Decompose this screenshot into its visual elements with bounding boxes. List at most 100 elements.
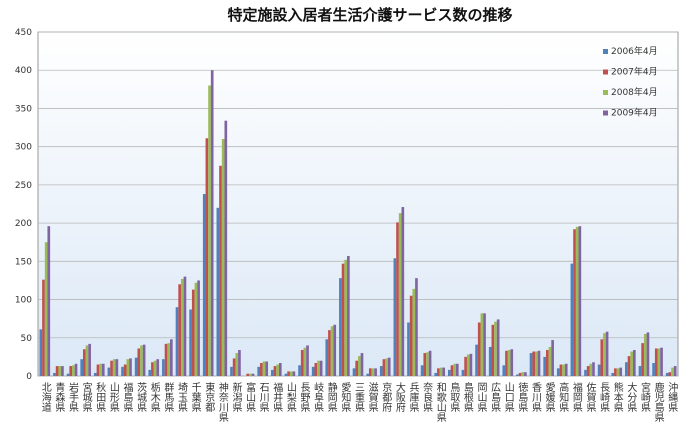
bar — [121, 366, 124, 376]
bar — [366, 373, 369, 376]
x-tick-label: 佐賀県 — [584, 382, 596, 413]
bar — [564, 363, 568, 376]
x-tick-label: 福井県 — [271, 381, 283, 413]
bar — [47, 226, 51, 376]
legend-label: 2008年4月 — [611, 86, 658, 98]
bar — [625, 362, 628, 376]
bar — [319, 360, 323, 376]
bar — [524, 372, 527, 376]
bar — [53, 372, 56, 376]
bar — [461, 369, 465, 376]
bar — [69, 366, 73, 376]
bar — [311, 366, 315, 376]
chart-title: 特定施設入居者生活介護サービス数の推移 — [227, 6, 512, 24]
bar — [491, 324, 495, 376]
x-tick-label: 富山県 — [244, 381, 256, 413]
bar — [44, 242, 48, 376]
bar — [673, 366, 677, 376]
bar — [668, 372, 672, 376]
bar — [246, 373, 250, 376]
y-tick-label: 200 — [15, 219, 32, 229]
x-tick-label: 長崎県 — [598, 382, 610, 413]
bar — [74, 363, 78, 376]
x-tick-label: 岡山県 — [475, 382, 487, 413]
bar — [477, 322, 481, 376]
x-tick-label: 静岡県 — [325, 381, 337, 413]
bar — [586, 366, 590, 376]
bar — [347, 255, 350, 376]
bar — [328, 330, 331, 376]
x-tick-label: 千葉県 — [189, 382, 201, 413]
bar — [126, 359, 130, 376]
x-tick-label: 石川県 — [257, 382, 269, 413]
bar — [584, 369, 587, 376]
bar — [298, 365, 301, 376]
y-tick-label: 50 — [21, 334, 33, 344]
bar — [396, 222, 399, 376]
legend-swatch — [603, 49, 608, 54]
y-tick-label: 400 — [15, 66, 32, 76]
bar — [543, 356, 546, 376]
bar — [507, 350, 511, 376]
x-tick-label: 高知県 — [557, 381, 569, 413]
y-tick-label: 100 — [15, 296, 32, 306]
bar — [232, 358, 236, 376]
bar — [123, 364, 127, 376]
bar — [423, 353, 427, 376]
bar — [450, 365, 454, 376]
bar — [630, 351, 633, 376]
bar — [387, 357, 391, 376]
bar — [292, 371, 296, 376]
x-tick-label: 香川県 — [530, 382, 542, 413]
bar — [273, 366, 277, 376]
bar — [570, 263, 574, 376]
x-tick-label: 宮崎県 — [638, 381, 650, 413]
x-tick-label: 沖縄県 — [666, 381, 678, 413]
bar — [115, 359, 119, 376]
bar — [475, 344, 478, 376]
bar — [603, 333, 606, 376]
bar — [355, 360, 358, 376]
bar — [660, 347, 663, 376]
x-tick-label: 京都府 — [380, 381, 392, 413]
bar — [88, 343, 91, 376]
x-tick-label: 岩手県 — [67, 381, 79, 413]
legend-label: 2009年4月 — [611, 107, 658, 119]
bar — [665, 372, 669, 376]
bar — [134, 357, 138, 376]
bar — [249, 373, 252, 376]
bar — [55, 366, 59, 376]
bar — [632, 350, 636, 376]
bar — [494, 321, 497, 376]
bar — [61, 366, 64, 376]
bar — [619, 367, 623, 376]
bar — [262, 361, 266, 376]
bar — [344, 259, 348, 376]
bar — [614, 368, 617, 376]
x-tick-label: 埼玉県 — [175, 381, 187, 413]
x-tick-label: 神奈川県 — [216, 381, 228, 423]
bar — [194, 282, 198, 376]
x-tick-label: 福岡県 — [570, 381, 582, 413]
bar — [442, 367, 446, 376]
bar — [368, 368, 372, 376]
x-tick-label: 新潟県 — [230, 381, 242, 413]
x-tick-label: 徳島県 — [516, 381, 528, 413]
bar — [221, 139, 225, 376]
bar — [210, 70, 214, 376]
bar — [407, 322, 410, 376]
x-tick-label: 長野県 — [298, 382, 310, 413]
bar — [516, 374, 519, 376]
bar — [80, 359, 84, 376]
x-tick-label: 宮城県 — [80, 381, 92, 413]
bar — [235, 353, 239, 376]
x-tick-label: 大分県 — [625, 381, 637, 413]
bar — [219, 165, 222, 376]
bar — [562, 364, 565, 376]
bar — [224, 120, 228, 376]
bar — [426, 352, 429, 376]
bar — [317, 360, 320, 376]
bar — [532, 351, 536, 376]
x-tick-label: 茨城県 — [135, 381, 147, 413]
